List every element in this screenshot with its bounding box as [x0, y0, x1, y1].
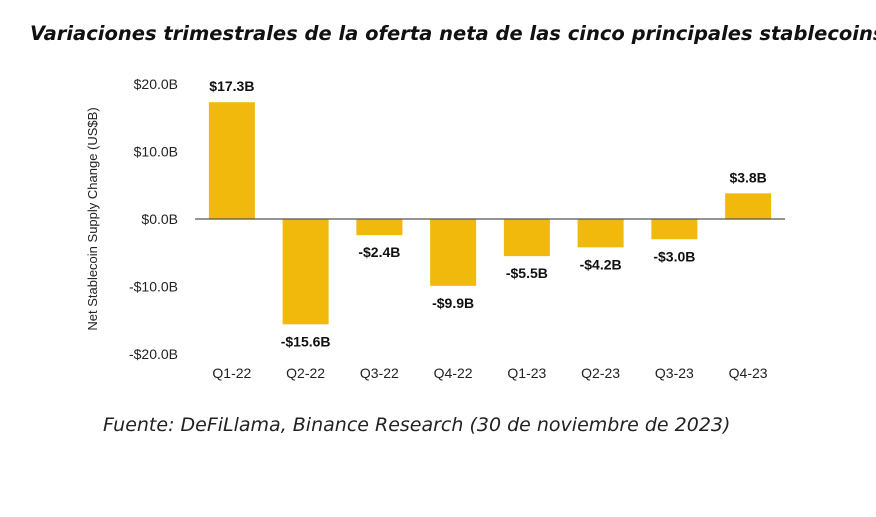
data-label: $17.3B — [209, 78, 254, 94]
bar-q2-23 — [577, 219, 624, 248]
y-axis-title: Net Stablecoin Supply Change (US$B) — [85, 107, 100, 330]
x-tick-label: Q1-23 — [507, 365, 546, 381]
data-label: -$2.4B — [358, 244, 400, 260]
bar-q4-23 — [725, 193, 772, 219]
x-tick-label: Q4-22 — [434, 365, 473, 381]
x-tick-label: Q4-23 — [729, 365, 768, 381]
y-tick-label: -$20.0B — [129, 346, 178, 362]
data-label: -$5.5B — [506, 265, 548, 281]
bar-q2-22 — [282, 219, 329, 325]
bar-q3-23 — [651, 219, 698, 240]
x-tick-label: Q3-22 — [360, 365, 399, 381]
chart-title: Variaciones trimestrales de la oferta ne… — [30, 22, 876, 45]
x-tick-label: Q3-23 — [655, 365, 694, 381]
x-tick-label: Q1-22 — [212, 365, 251, 381]
bar-q1-23 — [503, 219, 550, 257]
bar-q3-22 — [356, 219, 403, 236]
bar-q1-22 — [208, 102, 255, 219]
y-tick-label: -$10.0B — [129, 279, 178, 295]
bar-q4-22 — [430, 219, 477, 286]
data-label: -$9.9B — [432, 295, 474, 311]
data-label: -$3.0B — [653, 248, 695, 264]
bar-chart: Net Stablecoin Supply Change (US$B) $20.0… — [85, 76, 785, 381]
x-tick-label: Q2-22 — [286, 365, 325, 381]
data-label: -$4.2B — [580, 256, 622, 272]
data-label: $3.8B — [729, 169, 766, 185]
y-tick-label: $20.0B — [134, 76, 178, 92]
y-tick-label: $0.0B — [141, 211, 178, 227]
source-note: Fuente: DeFiLlama, Binance Research (30 … — [103, 414, 731, 436]
x-tick-label: Q2-23 — [581, 365, 620, 381]
y-tick-label: $10.0B — [134, 144, 178, 160]
data-label: -$15.6B — [281, 333, 331, 349]
